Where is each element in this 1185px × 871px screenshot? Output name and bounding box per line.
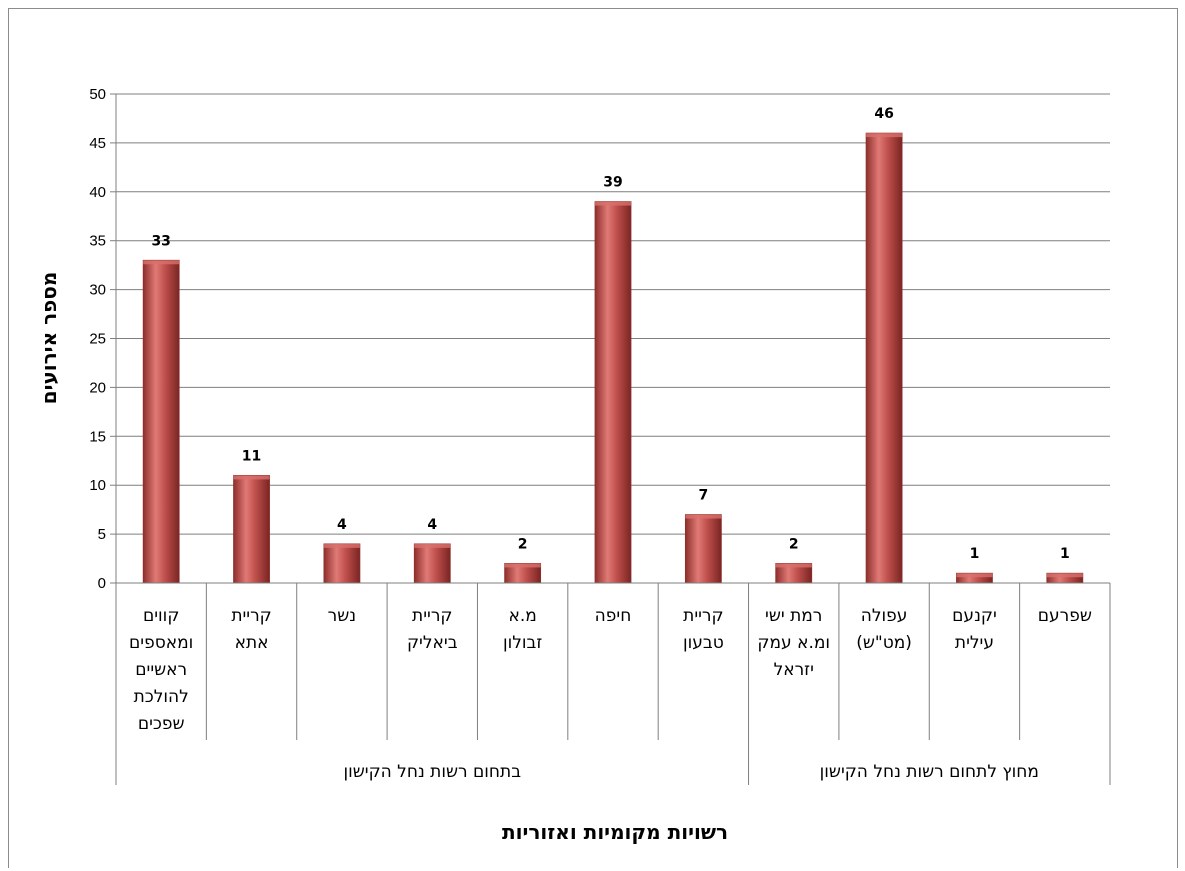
x-axis-title: רשויות מקומיות ואזוריות — [502, 820, 728, 844]
bar — [413, 543, 451, 584]
data-label: 46 — [874, 106, 893, 122]
category-label: קריית — [231, 606, 271, 626]
data-label: 2 — [518, 536, 528, 552]
bar-top-bevel — [866, 133, 903, 138]
bar — [684, 514, 722, 584]
category-label: יקנעם — [952, 606, 997, 626]
group-label: בתחום רשות נחל הקישון — [344, 762, 522, 782]
category-label: טבעון — [683, 633, 724, 653]
y-tick-label: 45 — [89, 135, 106, 152]
category-label: להולכת — [134, 687, 189, 707]
category-label: קריית — [683, 606, 723, 626]
category-label: ומ.א עמק — [757, 633, 830, 653]
category-label: אתא — [235, 633, 269, 653]
y-axis-title: מספר אירועים — [37, 272, 61, 405]
chart-frame — [8, 8, 1178, 868]
category-label: ומאספים — [129, 633, 193, 653]
bar — [323, 543, 361, 584]
data-label: 4 — [427, 517, 437, 533]
data-label: 2 — [789, 536, 799, 552]
category-label: ראשיים — [135, 660, 187, 680]
bar-top-bevel — [685, 514, 722, 519]
bar-top-bevel — [143, 260, 180, 265]
category-label: (מט"ש) — [856, 633, 912, 653]
y-tick-label: 0 — [98, 575, 106, 592]
category-label: ביאליק — [407, 633, 458, 653]
y-tick-label: 25 — [89, 331, 106, 348]
bar-top-bevel — [504, 563, 541, 568]
category-label: נשר — [328, 606, 356, 626]
bar-top-bevel — [775, 563, 812, 568]
bar-top-bevel — [1046, 573, 1083, 578]
y-tick-label: 5 — [98, 526, 106, 543]
data-label: 7 — [698, 488, 708, 504]
bar — [594, 201, 632, 584]
y-tick-label: 50 — [89, 86, 106, 103]
category-label: קריית — [412, 606, 452, 626]
category-label: יזראל — [774, 660, 814, 680]
data-label: 11 — [242, 448, 261, 464]
data-label: 4 — [337, 517, 347, 533]
axes: 0 5 10 15 20 25 30 35 40 45 50 קווים ומאספים ראשיים לה… — [89, 86, 1111, 785]
bar-top-bevel — [414, 543, 451, 548]
bar-top-bevel — [323, 543, 360, 548]
bar — [233, 475, 270, 584]
y-tick-label: 35 — [89, 233, 106, 250]
data-label: 39 — [603, 175, 622, 191]
y-tick-label: 30 — [89, 282, 106, 299]
y-tick-label: 20 — [89, 379, 106, 396]
bar-top-bevel — [233, 475, 270, 480]
category-label: זבולון — [503, 633, 542, 653]
y-tick-label: 10 — [89, 477, 106, 494]
category-label: מ.א — [508, 606, 536, 626]
group-label: מחוץ לתחום רשות נחל הקישון — [820, 762, 1039, 782]
data-label: 1 — [970, 546, 980, 562]
category-label: קווים — [143, 606, 179, 626]
category-label: חיפה — [595, 606, 632, 626]
data-label: 33 — [151, 233, 170, 249]
category-label: עילית — [955, 633, 994, 653]
category-label: רמת ישי — [765, 606, 822, 626]
bar — [865, 132, 903, 584]
category-label: שפכים — [138, 714, 185, 734]
bars — [142, 132, 1084, 584]
bar — [142, 259, 180, 584]
category-label: שפרעם — [1038, 606, 1092, 626]
y-tick-label: 40 — [89, 184, 106, 201]
data-label: 1 — [1060, 546, 1070, 562]
y-tick-label: 15 — [89, 428, 106, 445]
bar-top-bevel — [956, 573, 993, 578]
category-label: עפולה — [861, 606, 908, 626]
bar-top-bevel — [595, 201, 631, 206]
